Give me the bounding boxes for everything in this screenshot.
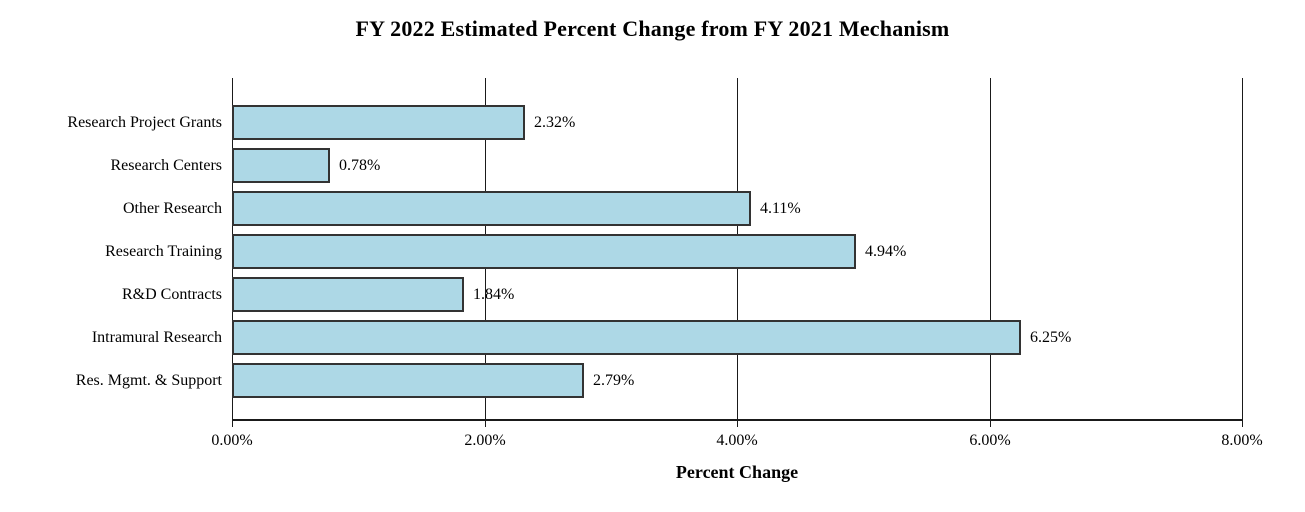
value-label: 6.25% xyxy=(1030,329,1072,346)
value-label: 4.94% xyxy=(865,243,907,260)
x-axis-tick xyxy=(1242,420,1243,427)
bar xyxy=(232,148,330,183)
bar xyxy=(232,277,464,312)
value-label: 1.84% xyxy=(473,286,515,303)
category-label: Research Project Grants xyxy=(67,114,222,131)
x-axis-tick-label: 0.00% xyxy=(211,432,253,449)
value-label: 2.79% xyxy=(593,372,635,389)
x-axis-tick-label: 2.00% xyxy=(464,432,506,449)
chart-title: FY 2022 Estimated Percent Change from FY… xyxy=(355,16,950,41)
category-label: Research Training xyxy=(105,243,222,260)
bar xyxy=(232,234,856,269)
gridline xyxy=(990,78,991,420)
bar xyxy=(232,191,751,226)
bar xyxy=(232,363,584,398)
value-label: 4.11% xyxy=(760,200,801,217)
value-label: 0.78% xyxy=(339,157,381,174)
category-label: Intramural Research xyxy=(91,329,222,346)
x-axis-line xyxy=(232,419,1243,421)
x-axis-label: Percent Change xyxy=(675,462,799,482)
x-axis-tick xyxy=(990,420,991,427)
gridline xyxy=(1242,78,1243,420)
x-axis-tick-label: 8.00% xyxy=(1221,432,1263,449)
category-label: Research Centers xyxy=(110,157,222,174)
x-axis-tick xyxy=(232,420,233,427)
category-label: Other Research xyxy=(122,200,222,217)
x-axis-tick xyxy=(737,420,738,427)
category-label: Res. Mgmt. & Support xyxy=(75,372,222,389)
x-axis-tick xyxy=(485,420,486,427)
x-axis-tick-label: 4.00% xyxy=(716,432,758,449)
bar xyxy=(232,105,525,140)
value-label: 2.32% xyxy=(534,114,576,131)
bar xyxy=(232,320,1021,355)
x-axis-tick-label: 6.00% xyxy=(969,432,1011,449)
category-label: R&D Contracts xyxy=(122,286,222,303)
